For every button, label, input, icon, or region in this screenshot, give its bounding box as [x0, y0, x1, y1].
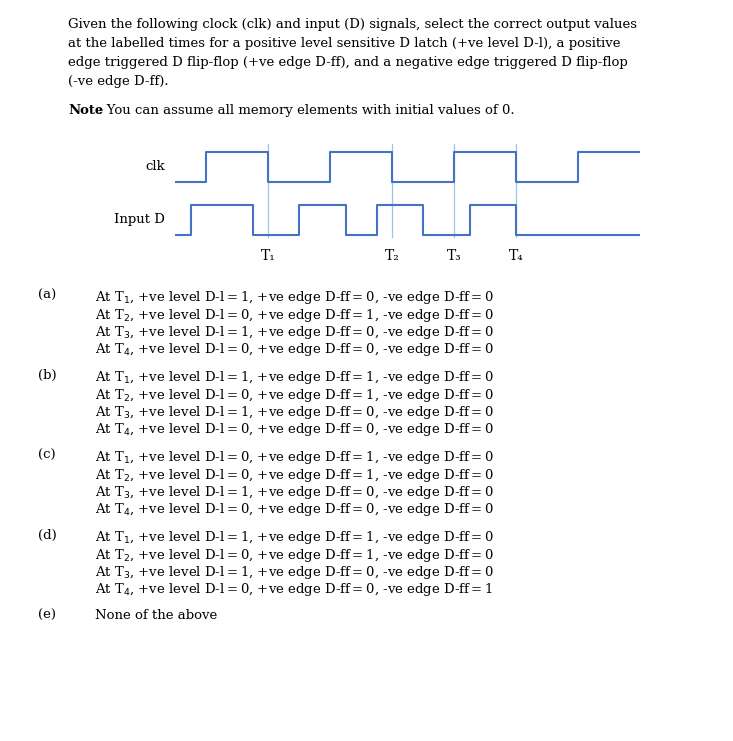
Text: (d): (d)	[38, 529, 56, 542]
Text: (-ve edge D-ff).: (-ve edge D-ff).	[68, 75, 169, 88]
Text: clk: clk	[145, 161, 165, 173]
Text: At T$_4$, +ve level D-l = 0, +ve edge D-ff = 0, -ve edge D-ff = 0: At T$_4$, +ve level D-l = 0, +ve edge D-…	[95, 422, 494, 439]
Text: : You can assume all memory elements with initial values of 0.: : You can assume all memory elements wit…	[98, 104, 515, 117]
Text: (a): (a)	[38, 289, 56, 302]
Text: T₂: T₂	[385, 249, 399, 263]
Text: At T$_1$, +ve level D-l = 1, +ve edge D-ff = 1, -ve edge D-ff = 0: At T$_1$, +ve level D-l = 1, +ve edge D-…	[95, 529, 494, 546]
Text: (e): (e)	[38, 609, 56, 622]
Text: T₄: T₄	[509, 249, 523, 263]
Text: At T$_3$, +ve level D-l = 1, +ve edge D-ff = 0, -ve edge D-ff = 0: At T$_3$, +ve level D-l = 1, +ve edge D-…	[95, 564, 494, 581]
Text: edge triggered D flip-flop (+ve edge D-ff), and a negative edge triggered D flip: edge triggered D flip-flop (+ve edge D-f…	[68, 56, 627, 69]
Text: T₁: T₁	[261, 249, 276, 263]
Text: At T$_4$, +ve level D-l = 0, +ve edge D-ff = 0, -ve edge D-ff = 1: At T$_4$, +ve level D-l = 0, +ve edge D-…	[95, 582, 493, 599]
Text: At T$_3$, +ve level D-l = 1, +ve edge D-ff = 0, -ve edge D-ff = 0: At T$_3$, +ve level D-l = 1, +ve edge D-…	[95, 404, 494, 421]
Text: (b): (b)	[38, 369, 56, 382]
Text: At T$_4$, +ve level D-l = 0, +ve edge D-ff = 0, -ve edge D-ff = 0: At T$_4$, +ve level D-l = 0, +ve edge D-…	[95, 342, 494, 359]
Text: At T$_3$, +ve level D-l = 1, +ve edge D-ff = 0, -ve edge D-ff = 0: At T$_3$, +ve level D-l = 1, +ve edge D-…	[95, 324, 494, 341]
Text: Note: Note	[68, 104, 103, 117]
Text: at the labelled times for a positive level sensitive D latch (+ve level D-l), a : at the labelled times for a positive lev…	[68, 37, 621, 50]
Text: At T$_2$, +ve level D-l = 0, +ve edge D-ff = 1, -ve edge D-ff = 0: At T$_2$, +ve level D-l = 0, +ve edge D-…	[95, 467, 494, 483]
Text: T₃: T₃	[446, 249, 461, 263]
Text: At T$_2$, +ve level D-l = 0, +ve edge D-ff = 1, -ve edge D-ff = 0: At T$_2$, +ve level D-l = 0, +ve edge D-…	[95, 387, 494, 404]
Text: At T$_2$, +ve level D-l = 0, +ve edge D-ff = 1, -ve edge D-ff = 0: At T$_2$, +ve level D-l = 0, +ve edge D-…	[95, 307, 494, 324]
Text: At T$_1$, +ve level D-l = 0, +ve edge D-ff = 1, -ve edge D-ff = 0: At T$_1$, +ve level D-l = 0, +ve edge D-…	[95, 449, 494, 466]
Text: At T$_3$, +ve level D-l = 1, +ve edge D-ff = 0, -ve edge D-ff = 0: At T$_3$, +ve level D-l = 1, +ve edge D-…	[95, 484, 494, 501]
Text: None of the above: None of the above	[95, 609, 217, 622]
Text: At T$_4$, +ve level D-l = 0, +ve edge D-ff = 0, -ve edge D-ff = 0: At T$_4$, +ve level D-l = 0, +ve edge D-…	[95, 502, 494, 519]
Text: At T$_1$, +ve level D-l = 1, +ve edge D-ff = 1, -ve edge D-ff = 0: At T$_1$, +ve level D-l = 1, +ve edge D-…	[95, 369, 494, 386]
Text: At T$_1$, +ve level D-l = 1, +ve edge D-ff = 0, -ve edge D-ff = 0: At T$_1$, +ve level D-l = 1, +ve edge D-…	[95, 289, 494, 306]
Text: (c): (c)	[38, 449, 56, 462]
Text: Given the following clock (clk) and input (D) signals, select the correct output: Given the following clock (clk) and inpu…	[68, 18, 637, 31]
Text: At T$_2$, +ve level D-l = 0, +ve edge D-ff = 1, -ve edge D-ff = 0: At T$_2$, +ve level D-l = 0, +ve edge D-…	[95, 547, 494, 563]
Text: Input D: Input D	[114, 213, 165, 227]
